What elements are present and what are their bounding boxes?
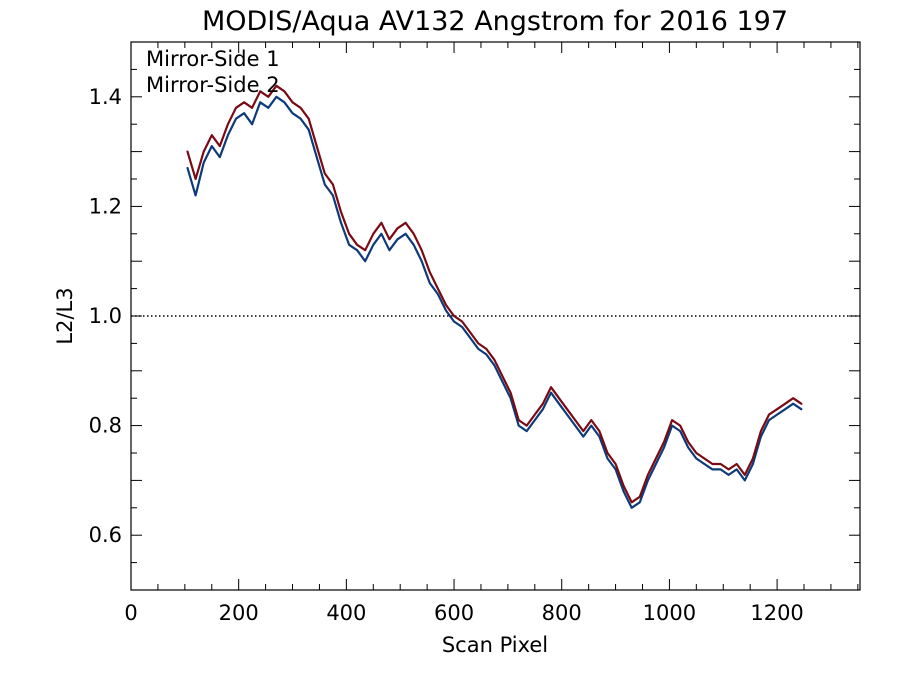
x-tick-label: 1000 — [643, 601, 696, 625]
y-tick-label: 1.4 — [89, 85, 122, 109]
y-tick-label: 1.2 — [89, 194, 122, 218]
chart-title: MODIS/Aqua AV132 Angstrom for 2016 197 — [202, 6, 788, 37]
y-tick-label: 0.6 — [89, 523, 122, 547]
y-tick-label: 0.8 — [89, 414, 122, 438]
plot-area: 0 200 400 600 800 1000 1200 0.6 0.8 1.0 1.2 1.4 — [89, 41, 861, 625]
x-tick-label: 400 — [326, 601, 366, 625]
x-tick-label: 600 — [434, 601, 474, 625]
x-tick-label: 0 — [124, 601, 137, 625]
legend-entry-mirror-side-2: Mirror-Side 2 — [146, 73, 280, 97]
x-axis-label: Scan Pixel — [442, 633, 548, 657]
y-axis-label: L2/L3 — [53, 287, 77, 344]
series-line-1 — [186, 95, 803, 509]
y-tick-label: 1.0 — [89, 304, 122, 328]
legend: Mirror-Side 1 Mirror-Side 2 — [146, 47, 280, 97]
x-tick-label: 800 — [542, 601, 582, 625]
series-line-2 — [186, 84, 803, 504]
x-tick-label: 200 — [219, 601, 259, 625]
x-tick-label: 1200 — [750, 601, 803, 625]
legend-entry-mirror-side-1: Mirror-Side 1 — [146, 47, 280, 71]
